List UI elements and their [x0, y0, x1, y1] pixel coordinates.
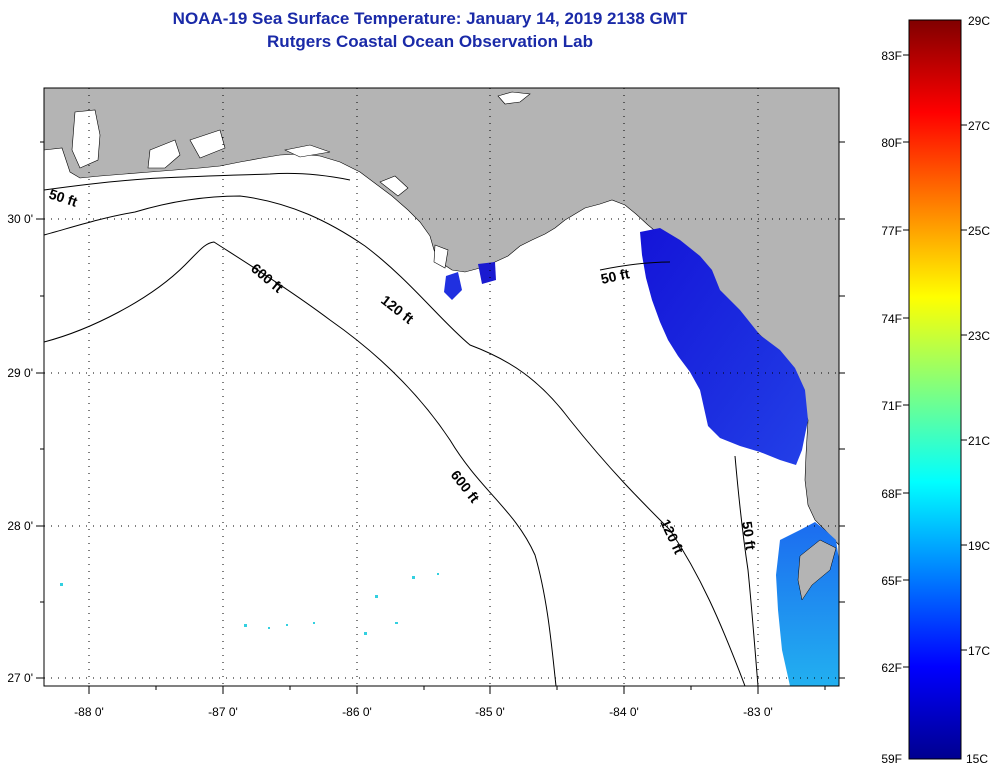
- lat-label: 28 0': [7, 519, 33, 533]
- colorbar-c-label: 17C: [968, 644, 990, 658]
- colorbar-f-label: 74F: [881, 312, 902, 326]
- colorbar-c-label: 27C: [968, 119, 990, 133]
- sst-patch-bay2: [478, 262, 496, 284]
- colorbar-f-label: 71F: [881, 399, 902, 413]
- colorbar-c-label: 21C: [968, 434, 990, 448]
- lat-label: 27 0': [7, 671, 33, 685]
- lon-label: -88 0': [74, 705, 104, 719]
- colorbar-f-label: 77F: [881, 224, 902, 238]
- colorbar-f-label: 83F: [881, 49, 902, 63]
- map-frame: [43, 87, 840, 687]
- colorbar-f-label: 59F: [881, 752, 902, 766]
- colorbar-f-label: 68F: [881, 487, 902, 501]
- temperature-colorbar: [908, 19, 962, 760]
- lon-label: -87 0': [208, 705, 238, 719]
- sst-scatter-pixels: [60, 573, 439, 635]
- colorbar-f-label: 80F: [881, 136, 902, 150]
- colorbar-f-label: 62F: [881, 661, 902, 675]
- colorbar-c-label: 15C: [966, 752, 988, 766]
- lat-label: 29 0': [7, 366, 33, 380]
- map-subtitle: Rutgers Coastal Ocean Observation Lab: [267, 32, 593, 51]
- lon-label: -83 0': [743, 705, 773, 719]
- colorbar-c-label: 25C: [968, 224, 990, 238]
- lon-label: -85 0': [475, 705, 505, 719]
- colorbar-f-label: 65F: [881, 574, 902, 588]
- isobath-label: 50 ft: [599, 265, 631, 287]
- sst-patch-bay: [444, 272, 462, 300]
- isobath-label: 50 ft: [739, 520, 759, 551]
- isobath-contours: [44, 172, 759, 686]
- sst-patch-big-bend: [640, 228, 808, 465]
- colorbar-c-label: 19C: [968, 539, 990, 553]
- lat-label: 30 0': [7, 212, 33, 226]
- lon-label: -86 0': [342, 705, 372, 719]
- map-title: NOAA-19 Sea Surface Temperature: January…: [172, 9, 688, 28]
- axis-ticks: [36, 141, 845, 694]
- lon-label: -84 0': [609, 705, 639, 719]
- colorbar-c-label: 29C: [968, 14, 990, 28]
- colorbar-c-label: 23C: [968, 329, 990, 343]
